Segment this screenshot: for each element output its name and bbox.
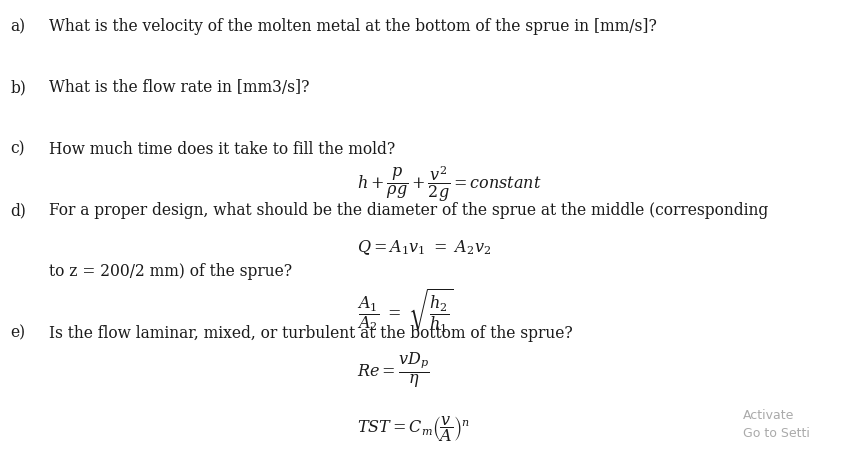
Text: to z = 200/2 mm) of the sprue?: to z = 200/2 mm) of the sprue? (49, 263, 292, 280)
Text: e): e) (10, 325, 25, 341)
Text: $Re = \dfrac{v D_p}{\eta}$: $Re = \dfrac{v D_p}{\eta}$ (357, 350, 430, 390)
Text: Go to Setti: Go to Setti (743, 427, 810, 440)
Text: $TST = C_m \left(\dfrac{v}{A}\right)^n$: $TST = C_m \left(\dfrac{v}{A}\right)^n$ (357, 414, 469, 444)
Text: Activate: Activate (743, 409, 795, 422)
Text: c): c) (10, 141, 25, 158)
Text: $Q = A_1 v_1 \ = \ A_2 v_2$: $Q = A_1 v_1 \ = \ A_2 v_2$ (357, 238, 491, 257)
Text: $\dfrac{A_1}{A_2} \ = \ \sqrt{\dfrac{h_2}{h_1}}$: $\dfrac{A_1}{A_2} \ = \ \sqrt{\dfrac{h_2… (357, 287, 453, 335)
Text: a): a) (10, 18, 25, 35)
Text: d): d) (10, 202, 26, 219)
Text: How much time does it take to fill the mold?: How much time does it take to fill the m… (49, 141, 396, 158)
Text: For a proper design, what should be the diameter of the sprue at the middle (cor: For a proper design, what should be the … (49, 202, 768, 219)
Text: What is the velocity of the molten metal at the bottom of the sprue in [mm/s]?: What is the velocity of the molten metal… (49, 18, 657, 35)
Text: b): b) (10, 79, 26, 96)
Text: What is the flow rate in [mm3/s]?: What is the flow rate in [mm3/s]? (49, 79, 310, 96)
Text: Is the flow laminar, mixed, or turbulent at the bottom of the sprue?: Is the flow laminar, mixed, or turbulent… (49, 325, 573, 341)
Text: $h + \dfrac{p}{\rho g} + \dfrac{v^2}{2g} = constant$: $h + \dfrac{p}{\rho g} + \dfrac{v^2}{2g}… (357, 164, 541, 204)
